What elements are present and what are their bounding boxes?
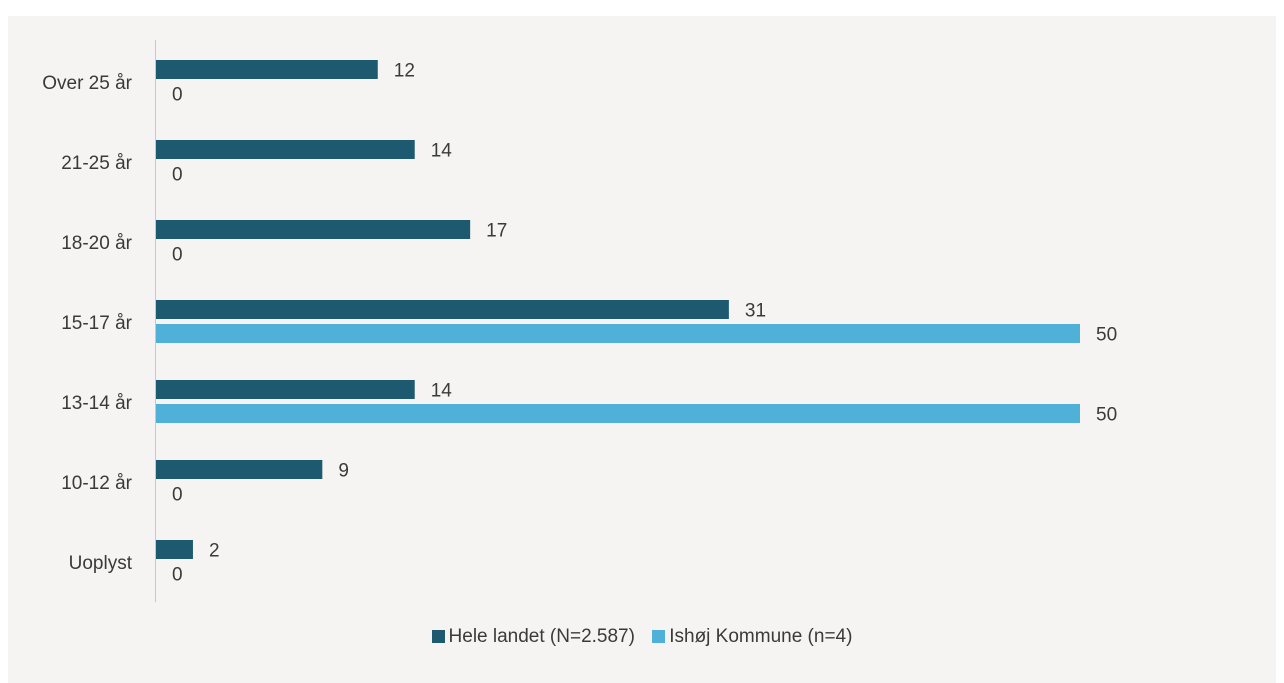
category-label-15-17-aar: 15-17 år: [61, 313, 132, 334]
bar-hele-landet-13-14-aar: [156, 380, 415, 399]
data-label-ishoj-15-17-aar: 50: [1096, 325, 1117, 346]
legend-label-ishoj: Ishøj Kommune (n=4): [669, 626, 853, 647]
data-label-ishoj-uoplyst: 0: [172, 565, 183, 586]
bar-hele-landet-10-12-aar: [156, 460, 323, 479]
legend-swatch-hele-landet: [431, 630, 445, 643]
data-label-hele-landet-21-25-aar: 14: [431, 141, 453, 162]
legend-swatch-ishoj: [652, 630, 666, 643]
category-label-18-20-aar: 18-20 år: [61, 233, 132, 254]
data-label-hele-landet-10-12-aar: 9: [338, 461, 349, 482]
data-label-hele-landet-over-25-aar: 12: [394, 61, 415, 82]
category-label-13-14-aar: 13-14 år: [61, 393, 132, 414]
data-label-hele-landet-15-17-aar: 31: [745, 301, 766, 322]
data-label-hele-landet-18-20-aar: 17: [486, 221, 507, 242]
bar-hele-landet-21-25-aar: [156, 140, 415, 159]
data-label-ishoj-over-25-aar: 0: [172, 85, 183, 106]
category-label-over-25-aar: Over 25 år: [42, 73, 132, 94]
bar-hele-landet-18-20-aar: [156, 220, 471, 239]
legend-item-hele-landet: Hele landet (N=2.587): [431, 626, 635, 648]
data-label-ishoj-10-12-aar: 0: [172, 485, 183, 506]
bar-hele-landet-over-25-aar: [156, 60, 378, 79]
category-label-uoplyst: Uoplyst: [69, 553, 133, 574]
data-label-hele-landet-13-14-aar: 14: [431, 381, 453, 402]
bar-hele-landet-15-17-aar: [156, 300, 729, 319]
data-label-hele-landet-uoplyst: 2: [209, 541, 220, 562]
category-label-21-25-aar: 21-25 år: [61, 153, 132, 174]
legend-item-ishoj: Ishøj Kommune (n=4): [652, 626, 852, 648]
data-label-ishoj-21-25-aar: 0: [172, 165, 183, 186]
data-label-ishoj-18-20-aar: 0: [172, 245, 183, 266]
bar-ishoj-15-17-aar: [156, 324, 1080, 343]
chart-panel: [8, 16, 1276, 683]
legend-label-hele-landet: Hele landet (N=2.587): [448, 626, 635, 647]
bar-hele-landet-uoplyst: [156, 540, 193, 559]
category-label-10-12-aar: 10-12 år: [61, 473, 132, 494]
bar-ishoj-13-14-aar: [156, 404, 1080, 423]
data-label-ishoj-13-14-aar: 50: [1096, 405, 1117, 426]
chart-legend: Hele landet (N=2.587) Ishøj Kommune (n=4…: [0, 626, 1284, 648]
